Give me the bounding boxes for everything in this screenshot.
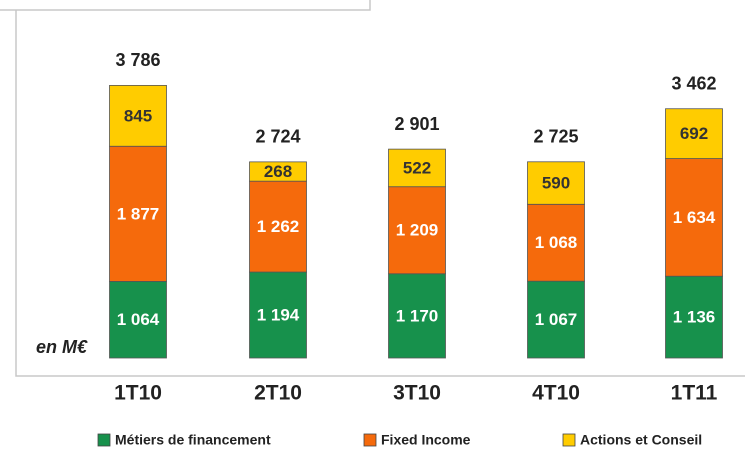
segment-label: 845 — [124, 106, 152, 125]
x-tick-label: 4T10 — [532, 382, 580, 405]
x-tick-label: 1T11 — [671, 382, 718, 405]
bar-segment — [527, 280, 585, 359]
legend-label: Métiers de financement — [115, 432, 271, 448]
bar-segment — [665, 158, 723, 277]
bar-segment — [665, 108, 723, 159]
x-tick-label: 1T10 — [114, 382, 162, 405]
total-label: 3 786 — [115, 50, 160, 70]
legend-swatch — [97, 433, 111, 447]
segment-label: 522 — [403, 158, 431, 177]
total-label: 3 462 — [671, 73, 716, 93]
legend-label: Actions et Conseil — [580, 432, 702, 448]
frame — [15, 10, 745, 377]
bar-segment — [388, 186, 446, 275]
bar-segment — [109, 145, 167, 282]
segment-label: 1 170 — [396, 306, 439, 325]
segment-label: 1 064 — [117, 310, 160, 329]
segment-label: 268 — [264, 162, 292, 181]
bar-segment — [249, 271, 307, 359]
x-tick-label: 2T10 — [254, 382, 302, 405]
segment-label: 1 068 — [535, 233, 578, 252]
bar-segment — [388, 273, 446, 359]
bar-segment — [109, 280, 167, 359]
bar-segment — [388, 148, 446, 188]
segment-label: 1 262 — [257, 217, 300, 236]
bar-segment — [665, 275, 723, 359]
segment-label: 1 877 — [117, 204, 160, 223]
segment-label: 590 — [542, 174, 570, 193]
segment-label: 1 136 — [673, 308, 716, 327]
segment-label: 692 — [680, 124, 708, 143]
bar-segment — [527, 161, 585, 205]
bar-segment — [249, 180, 307, 273]
legend-swatch — [562, 433, 576, 447]
legend-label: Fixed Income — [381, 432, 471, 448]
segment-label: 1 067 — [535, 310, 578, 329]
total-label: 2 725 — [533, 127, 578, 147]
frame — [0, 0, 371, 11]
x-tick-label: 3T10 — [393, 382, 441, 405]
bar-segment — [109, 85, 167, 147]
segment-label: 1 194 — [257, 306, 300, 325]
segment-label: 1 634 — [673, 208, 716, 227]
total-label: 2 901 — [394, 114, 439, 134]
total-label: 2 724 — [255, 127, 300, 147]
annotation: en M€ — [36, 337, 88, 357]
bar-segment — [249, 161, 307, 182]
segment-label: 1 209 — [396, 221, 439, 240]
legend-swatch — [363, 433, 377, 447]
